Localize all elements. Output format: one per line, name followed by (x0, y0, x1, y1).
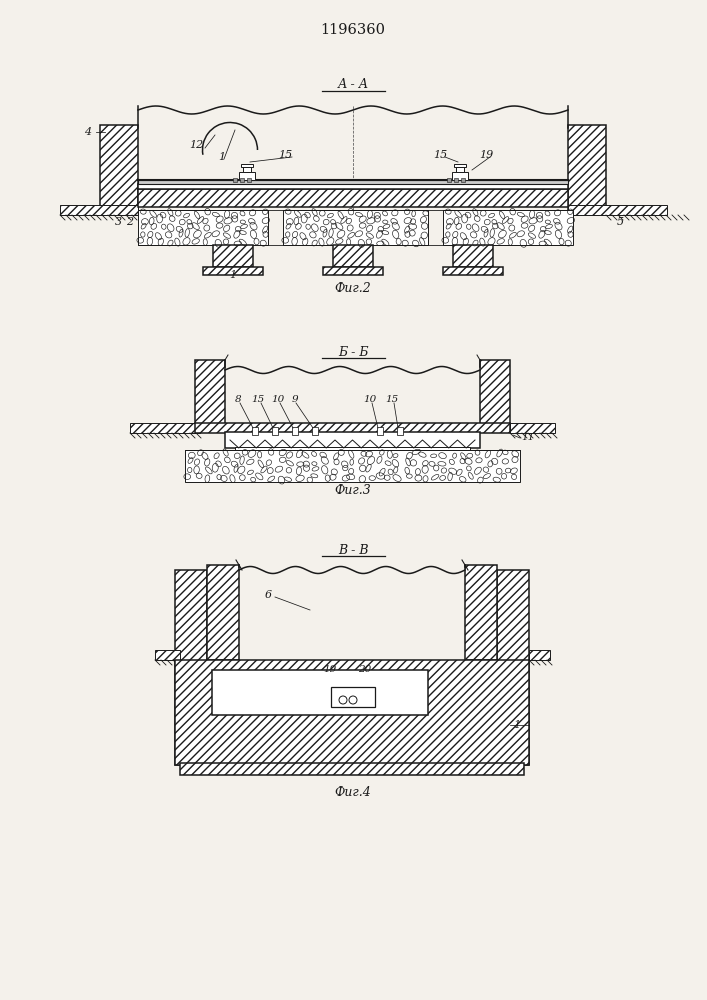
Bar (333, 245, 373, 267)
Bar (312, 427, 318, 435)
Bar (452, 172, 468, 180)
Text: 15: 15 (433, 150, 447, 160)
Text: Фиг.3: Фиг.3 (334, 484, 371, 496)
Bar (283, 210, 428, 245)
Text: В - В: В - В (338, 544, 368, 556)
Text: 12: 12 (189, 140, 203, 150)
Bar (240, 178, 244, 182)
Text: 1196360: 1196360 (320, 23, 385, 37)
Text: 19: 19 (323, 666, 337, 674)
Text: 1: 1 (513, 720, 520, 730)
Bar (60, 205, 138, 215)
Bar (138, 210, 268, 245)
Bar (323, 267, 383, 275)
Bar (180, 763, 524, 775)
Bar (443, 210, 573, 245)
Bar (454, 164, 466, 167)
Bar (235, 447, 470, 452)
Text: 20: 20 (358, 666, 372, 674)
Text: 15: 15 (252, 395, 264, 404)
Bar (447, 178, 451, 182)
Text: Фиг.4: Фиг.4 (334, 786, 371, 800)
Bar (510, 423, 555, 433)
Bar (233, 178, 237, 182)
Bar (212, 670, 428, 715)
Text: 15: 15 (385, 395, 399, 404)
Text: 15: 15 (278, 150, 292, 160)
Text: 1: 1 (230, 270, 237, 280)
Text: 8: 8 (235, 395, 241, 404)
Bar (453, 245, 493, 267)
Bar (529, 650, 550, 660)
Bar (138, 180, 568, 184)
Bar (225, 432, 480, 448)
Bar (175, 660, 529, 765)
Bar (100, 125, 138, 215)
Text: 4: 4 (84, 127, 92, 137)
Bar (397, 427, 403, 435)
Text: А - А: А - А (337, 79, 368, 92)
Bar (252, 427, 258, 435)
Bar (497, 570, 529, 765)
Bar (456, 167, 464, 172)
Bar (292, 427, 298, 435)
Text: 6: 6 (264, 590, 271, 600)
Bar (377, 427, 383, 435)
Bar (331, 687, 375, 707)
Bar (155, 650, 180, 660)
Bar (443, 267, 503, 275)
Bar (138, 189, 568, 207)
Text: 5: 5 (617, 217, 624, 227)
Bar (175, 570, 207, 765)
Bar (241, 164, 253, 167)
Text: Б - Б: Б - Б (338, 346, 368, 359)
Bar (239, 172, 255, 180)
Bar (203, 267, 263, 275)
Text: 2: 2 (127, 217, 134, 227)
Bar (465, 565, 497, 660)
Bar (461, 178, 465, 182)
Bar (213, 245, 253, 267)
Bar (243, 167, 251, 172)
Text: 3: 3 (115, 217, 122, 227)
Text: 11: 11 (521, 434, 534, 442)
Text: 1: 1 (218, 152, 226, 162)
Text: 9: 9 (292, 395, 298, 404)
Bar (130, 423, 200, 433)
Bar (454, 178, 458, 182)
Bar (480, 360, 510, 425)
Bar (247, 178, 251, 182)
Text: 19: 19 (479, 150, 493, 160)
Bar (272, 427, 278, 435)
Bar (207, 565, 239, 660)
Bar (138, 184, 568, 189)
Text: 10: 10 (271, 395, 285, 404)
Bar (195, 360, 225, 425)
Text: 10: 10 (363, 395, 377, 404)
Bar (195, 423, 510, 433)
Bar (185, 450, 520, 482)
Bar (568, 205, 667, 215)
Text: Фиг.2: Фиг.2 (334, 282, 371, 296)
Bar (568, 125, 606, 215)
